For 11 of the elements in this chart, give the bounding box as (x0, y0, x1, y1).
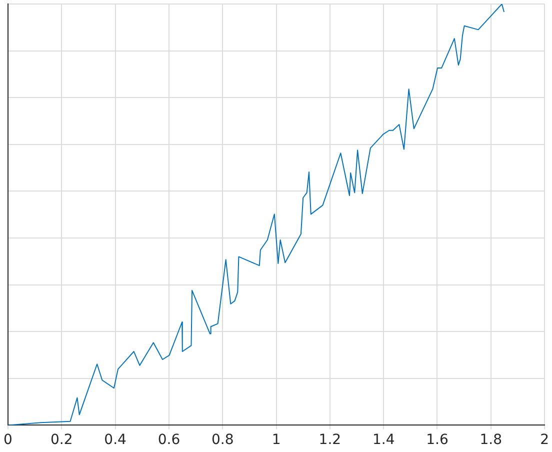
x-tick-label: 0.4 (104, 432, 127, 448)
x-tick-label: 2 (540, 432, 550, 448)
x-tick-label: 0 (4, 432, 12, 448)
x-tick-label: 1.4 (372, 432, 395, 448)
x-tick-label: 1.8 (480, 432, 502, 448)
x-tick-label: 1.6 (426, 432, 448, 448)
x-tick-label: 0.8 (211, 432, 234, 448)
x-tick-label: 0.2 (50, 432, 73, 448)
x-tick-label: 1 (272, 432, 281, 448)
x-tick-label: 0.6 (158, 432, 180, 448)
x-tick-label: 1.2 (318, 432, 342, 448)
